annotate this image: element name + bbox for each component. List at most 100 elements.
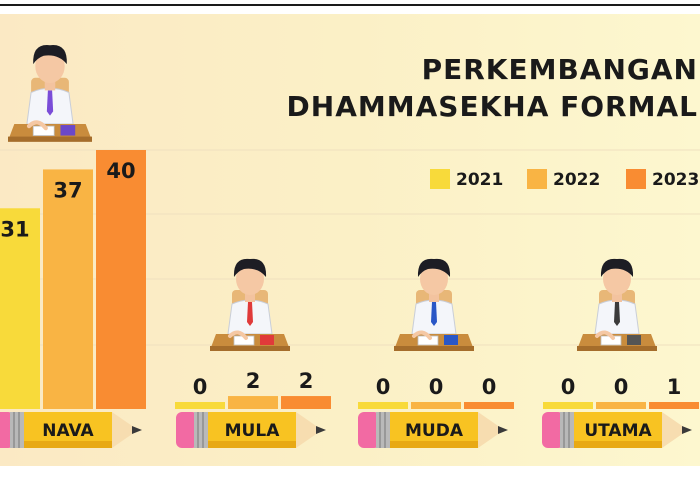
pencil-body-shade: [390, 441, 478, 448]
neck: [612, 294, 622, 302]
pencil-lead: [132, 426, 142, 434]
legend-item-2022: 2022: [527, 169, 600, 190]
desk-edge: [394, 346, 474, 351]
data-label: 0: [561, 375, 576, 399]
pencil-body-shade: [24, 441, 112, 448]
pencil-icon: MULA: [176, 412, 326, 448]
student-at-desk-icon: [8, 45, 92, 142]
bar-group-mula: 0 2 2: [175, 369, 331, 409]
pencil-icon: NAVA: [0, 412, 142, 448]
bar: [96, 150, 146, 409]
tie: [614, 302, 620, 326]
data-label: 0: [482, 375, 497, 399]
pencil-tip-wood: [662, 412, 688, 448]
desk-edge: [210, 346, 290, 351]
book: [627, 335, 641, 345]
category-label: NAVA: [42, 421, 94, 441]
hair: [600, 258, 634, 277]
desk-edge: [577, 346, 657, 351]
bar: [228, 396, 278, 409]
category-label: UTAMA: [584, 421, 652, 441]
book: [60, 125, 76, 136]
book: [444, 335, 458, 345]
hair: [33, 45, 67, 65]
pencil-tip-wood: [296, 412, 322, 448]
pencil-tip-wood: [478, 412, 504, 448]
neck: [429, 294, 439, 302]
data-label: 2: [246, 369, 261, 393]
data-label: 1: [667, 375, 682, 399]
bar: [43, 169, 93, 409]
pencil-ferrule: [376, 412, 390, 448]
tie: [247, 302, 253, 326]
bar: [358, 402, 408, 409]
face: [603, 263, 631, 295]
pencil-lead: [498, 426, 508, 434]
title-line-2: DHAMMASEKHA FORMAL: [287, 90, 698, 123]
legend-label-2023: 2023: [652, 170, 699, 190]
student-at-desk-icon: [210, 258, 290, 351]
top-rule: [0, 4, 700, 6]
bar: [596, 402, 646, 409]
legend-swatch-2022: [527, 169, 547, 189]
pencil-lead: [682, 426, 692, 434]
bar-group-nava: 31 37 40: [0, 150, 146, 409]
data-label: 37: [53, 178, 82, 202]
arm: [26, 120, 48, 131]
pencil-tip-wood: [112, 412, 138, 448]
data-label: 0: [614, 375, 629, 399]
bar: [543, 402, 593, 409]
pencil-eraser: [358, 412, 380, 448]
pencil-body-shade: [574, 441, 662, 448]
bar: [175, 402, 225, 409]
pencil-lead: [316, 426, 326, 434]
pencil-icon: UTAMA: [542, 412, 692, 448]
desk-edge: [8, 136, 92, 142]
book: [260, 335, 274, 345]
legend-label-2022: 2022: [553, 170, 600, 190]
face: [236, 263, 264, 295]
pencil-eraser: [542, 412, 564, 448]
legend-swatch-2021: [430, 169, 450, 189]
arm: [228, 330, 248, 340]
pencil-ferrule: [194, 412, 208, 448]
face: [35, 49, 65, 84]
bar: [649, 402, 699, 409]
bar-group-utama: 0 0 1: [543, 375, 699, 409]
student-at-desk-icon: [394, 258, 474, 351]
pencil-eraser: [176, 412, 198, 448]
pencil-body-shade: [208, 441, 296, 448]
data-label: 0: [193, 375, 208, 399]
category-pencils: NAVA MULA MUDA UTAMA: [0, 412, 692, 448]
category-label: MULA: [225, 421, 281, 441]
pencil-icon: MUDA: [358, 412, 508, 448]
arm: [595, 330, 615, 340]
arm: [412, 330, 432, 340]
face: [420, 263, 448, 295]
student-at-desk-icon: [577, 258, 657, 351]
bar: [464, 402, 514, 409]
data-label: 0: [376, 375, 391, 399]
neck: [44, 82, 56, 91]
data-label: 2: [299, 369, 314, 393]
pencil-ferrule: [10, 412, 24, 448]
legend-swatch-2023: [626, 169, 646, 189]
category-label: MUDA: [405, 421, 464, 441]
chart-title: PERKEMBANGAN DHAMMASEKHA FORMAL: [287, 53, 698, 123]
legend-item-2021: 2021: [430, 169, 503, 190]
tie: [431, 302, 437, 326]
data-label: 31: [0, 217, 29, 241]
bar: [281, 396, 331, 409]
student-icons: [8, 45, 657, 351]
tie: [46, 90, 54, 116]
data-label: 40: [106, 159, 135, 183]
pencil-ferrule: [560, 412, 574, 448]
data-label: 0: [429, 375, 444, 399]
neck: [245, 294, 255, 302]
bar-group-muda: 0 0 0: [358, 375, 514, 409]
legend-item-2023: 2023: [626, 169, 699, 190]
hair: [233, 258, 267, 277]
title-line-1: PERKEMBANGAN: [422, 53, 698, 86]
hair: [417, 258, 451, 277]
